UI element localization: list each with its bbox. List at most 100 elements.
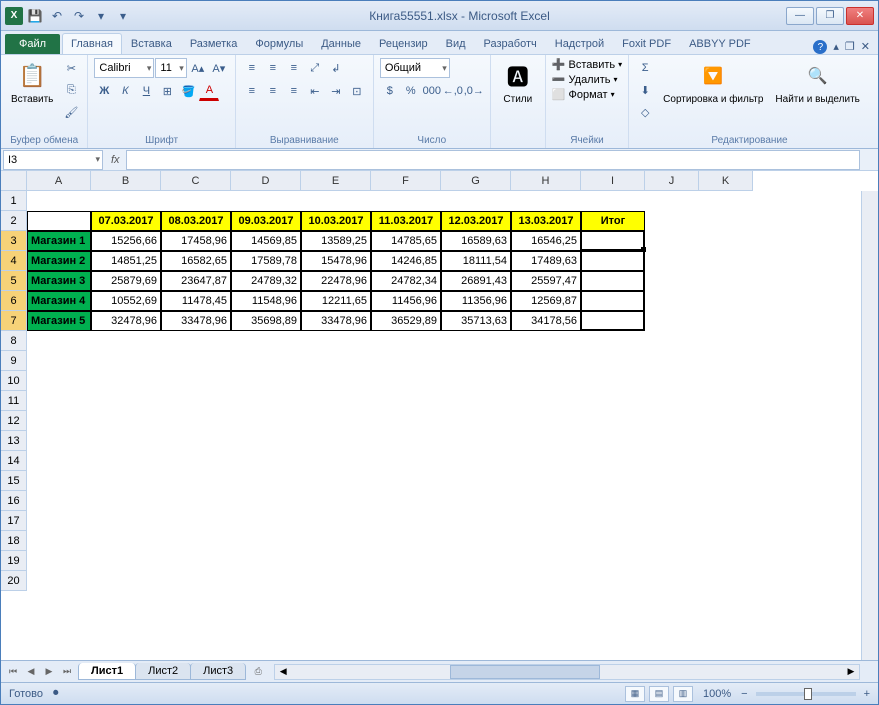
cell-data-4-6[interactable]: 17489,63 <box>511 251 581 271</box>
styles-button[interactable]: 🅰 Стили <box>497 58 539 107</box>
cell-data-6-2[interactable]: 11548,96 <box>231 291 301 311</box>
sheet-nav-next[interactable]: ▶ <box>41 664 57 680</box>
autosum-button[interactable]: Σ <box>635 58 655 78</box>
formula-bar[interactable] <box>126 150 860 170</box>
sheet-nav-first[interactable]: ⏮ <box>5 664 21 680</box>
cell-data-7-2[interactable]: 35698,89 <box>231 311 301 331</box>
cell-data-5-2[interactable]: 24789,32 <box>231 271 301 291</box>
italic-button[interactable]: К <box>115 81 135 101</box>
row-header-15[interactable]: 15 <box>1 471 27 491</box>
row-header-5[interactable]: 5 <box>1 271 27 291</box>
cell-rowlabel-3[interactable]: Магазин 1 <box>27 231 91 251</box>
maximize-button[interactable]: ❐ <box>816 7 844 25</box>
wrap-text-button[interactable]: ↲ <box>326 58 346 78</box>
cell-data-6-4[interactable]: 11456,96 <box>371 291 441 311</box>
tab-home[interactable]: Главная <box>62 33 122 54</box>
cell-data-5-3[interactable]: 22478,96 <box>301 271 371 291</box>
column-header-A[interactable]: A <box>27 171 91 191</box>
undo-icon[interactable]: ↶ <box>47 6 67 26</box>
new-sheet-button[interactable]: ⎙ <box>250 664 266 680</box>
fill-color-button[interactable]: 🪣 <box>178 81 198 101</box>
cell-data-4-3[interactable]: 15478,96 <box>301 251 371 271</box>
view-page-layout-button[interactable]: ▤ <box>649 686 669 702</box>
qat-dropdown-icon[interactable]: ▾ <box>113 6 133 26</box>
column-header-E[interactable]: E <box>301 171 371 191</box>
tab-addins[interactable]: Надстрой <box>546 33 613 54</box>
find-select-button[interactable]: 🔍 Найти и выделить <box>771 58 863 107</box>
cell-itog-4[interactable] <box>581 251 645 271</box>
cell-data-5-1[interactable]: 23647,87 <box>161 271 231 291</box>
sheet-tab-2[interactable]: Лист2 <box>135 663 191 680</box>
tab-review[interactable]: Рецензир <box>370 33 437 54</box>
format-cells-button[interactable]: ⬜Формат▾ <box>552 88 615 101</box>
doc-close-icon[interactable]: ✕ <box>861 40 870 54</box>
decrease-decimal-button[interactable]: ,0→ <box>464 81 484 101</box>
paste-button[interactable]: 📋 Вставить <box>7 58 57 107</box>
align-bottom-button[interactable]: ≡ <box>284 58 304 78</box>
decrease-indent-button[interactable]: ⇤ <box>305 81 325 101</box>
align-top-button[interactable]: ≡ <box>242 58 262 78</box>
row-header-9[interactable]: 9 <box>1 351 27 371</box>
increase-decimal-button[interactable]: ←,0 <box>443 81 463 101</box>
tab-developer[interactable]: Разработч <box>475 33 546 54</box>
cell-data-6-3[interactable]: 12211,65 <box>301 291 371 311</box>
view-normal-button[interactable]: ▦ <box>625 686 645 702</box>
save-icon[interactable]: 💾 <box>25 6 45 26</box>
qat-more-icon[interactable]: ▾ <box>91 6 111 26</box>
cell-data-7-0[interactable]: 32478,96 <box>91 311 161 331</box>
cell-rowlabel-5[interactable]: Магазин 3 <box>27 271 91 291</box>
row-header-12[interactable]: 12 <box>1 411 27 431</box>
zoom-level[interactable]: 100% <box>703 688 731 700</box>
column-header-D[interactable]: D <box>231 171 301 191</box>
view-page-break-button[interactable]: ▥ <box>673 686 693 702</box>
cell-data-4-5[interactable]: 18111,54 <box>441 251 511 271</box>
zoom-slider[interactable] <box>756 692 856 696</box>
row-header-8[interactable]: 8 <box>1 331 27 351</box>
row-header-1[interactable]: 1 <box>1 191 27 211</box>
cell-data-6-0[interactable]: 10552,69 <box>91 291 161 311</box>
cell-data-3-1[interactable]: 17458,96 <box>161 231 231 251</box>
cell-date-2[interactable]: 09.03.2017 <box>231 211 301 231</box>
format-painter-button[interactable]: 🖌 <box>61 102 81 122</box>
select-all-corner[interactable] <box>1 171 27 191</box>
zoom-in-button[interactable]: + <box>864 688 870 700</box>
cell-rowlabel-4[interactable]: Магазин 2 <box>27 251 91 271</box>
sort-filter-button[interactable]: 🔽 Сортировка и фильтр <box>659 58 767 107</box>
row-header-18[interactable]: 18 <box>1 531 27 551</box>
cell-data-5-4[interactable]: 24782,34 <box>371 271 441 291</box>
cell-rowlabel-7[interactable]: Магазин 5 <box>27 311 91 331</box>
cell-date-1[interactable]: 08.03.2017 <box>161 211 231 231</box>
cell-data-7-6[interactable]: 34178,56 <box>511 311 581 331</box>
column-header-C[interactable]: C <box>161 171 231 191</box>
sheet-nav-prev[interactable]: ◀ <box>23 664 39 680</box>
cell-data-6-6[interactable]: 12569,87 <box>511 291 581 311</box>
cells-area[interactable]: 07.03.201708.03.201709.03.201710.03.2017… <box>27 191 878 660</box>
cell-data-3-5[interactable]: 16589,63 <box>441 231 511 251</box>
minimize-button[interactable]: — <box>786 7 814 25</box>
cell-data-4-4[interactable]: 14246,85 <box>371 251 441 271</box>
hscroll-thumb[interactable] <box>450 665 600 679</box>
shrink-font-button[interactable]: A▾ <box>209 58 229 78</box>
cell-rowlabel-6[interactable]: Магазин 4 <box>27 291 91 311</box>
font-name-combo[interactable]: Calibri <box>94 58 154 78</box>
align-left-button[interactable]: ≡ <box>242 81 262 101</box>
cell-data-3-2[interactable]: 14569,85 <box>231 231 301 251</box>
row-header-11[interactable]: 11 <box>1 391 27 411</box>
redo-icon[interactable]: ↷ <box>69 6 89 26</box>
column-header-F[interactable]: F <box>371 171 441 191</box>
cell-data-3-6[interactable]: 16546,25 <box>511 231 581 251</box>
sheet-tab-3[interactable]: Лист3 <box>190 663 246 680</box>
row-header-2[interactable]: 2 <box>1 211 27 231</box>
row-header-4[interactable]: 4 <box>1 251 27 271</box>
tab-formulas[interactable]: Формулы <box>246 33 312 54</box>
row-header-17[interactable]: 17 <box>1 511 27 531</box>
sheet-tab-1[interactable]: Лист1 <box>78 663 136 680</box>
tab-view[interactable]: Вид <box>437 33 475 54</box>
row-header-19[interactable]: 19 <box>1 551 27 571</box>
row-header-3[interactable]: 3 <box>1 231 27 251</box>
cell-data-4-1[interactable]: 16582,65 <box>161 251 231 271</box>
cell-data-5-5[interactable]: 26891,43 <box>441 271 511 291</box>
row-header-20[interactable]: 20 <box>1 571 27 591</box>
tab-data[interactable]: Данные <box>312 33 370 54</box>
row-header-13[interactable]: 13 <box>1 431 27 451</box>
